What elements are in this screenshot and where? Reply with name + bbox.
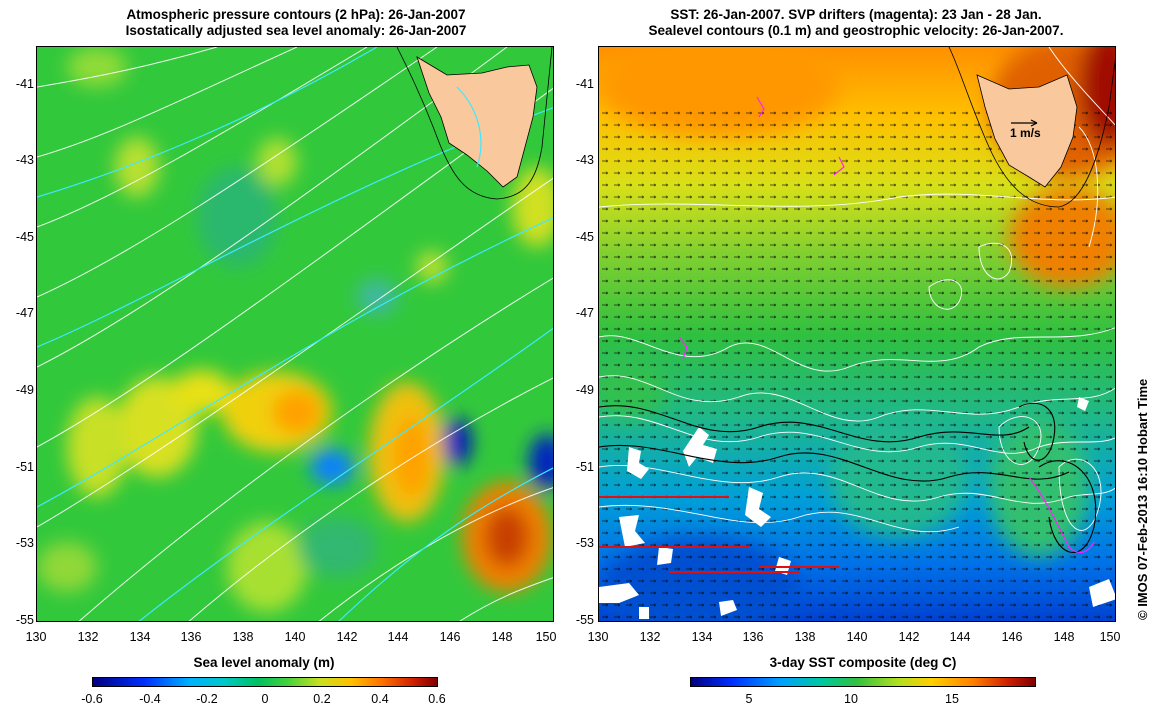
- velocity-scale-label: 1 m/s: [1010, 126, 1041, 140]
- left-y-tick: -43: [15, 153, 34, 167]
- right-colorbar-title: 3-day SST composite (deg C): [769, 655, 957, 670]
- right-y-tick: -55: [575, 613, 594, 627]
- svp-drifter-tracks-red: [599, 496, 839, 573]
- left-x-tick: 144: [387, 630, 409, 644]
- left-map-title-line2: Isostatically adjusted sea level anomaly…: [125, 23, 467, 38]
- left-x-tick: 132: [77, 630, 99, 644]
- left-y-tick: -45: [15, 230, 34, 244]
- right-y-tick: -53: [575, 536, 594, 550]
- right-colorbar-label: 5: [745, 692, 753, 706]
- right-x-tick: 146: [1001, 630, 1023, 644]
- right-y-tick: -51: [575, 460, 594, 474]
- left-x-tick: 138: [232, 630, 254, 644]
- sea-level-anomaly-plot: [37, 47, 553, 621]
- left-colorbar-label: 0: [261, 692, 269, 706]
- left-y-tick: -55: [15, 613, 34, 627]
- right-x-tick: 132: [639, 630, 661, 644]
- right-map-title-line1: SST: 26-Jan-2007. SVP drifters (magenta)…: [670, 7, 1042, 22]
- right-y-tick: -45: [575, 230, 594, 244]
- current-streamlines: [599, 402, 1097, 553]
- left-x-tick: 150: [535, 630, 557, 644]
- right-colorbar-label: 10: [844, 692, 858, 706]
- left-colorbar-title: Sea level anomaly (m): [193, 655, 335, 670]
- right-x-tick: 150: [1099, 630, 1121, 644]
- left-x-tick: 140: [284, 630, 306, 644]
- velocity-scale-arrow: [1011, 119, 1038, 127]
- right-x-tick: 140: [846, 630, 868, 644]
- right-y-tick: -41: [575, 77, 594, 91]
- left-x-tick: 136: [180, 630, 202, 644]
- left-colorbar-label: 0.6: [428, 692, 446, 706]
- right-x-tick: 136: [742, 630, 764, 644]
- left-colorbar-label: -0.4: [139, 692, 161, 706]
- cloud-gaps: [599, 397, 1115, 619]
- imos-credit: © IMOS 07-Feb-2013 16:10 Hobart Time: [1135, 378, 1150, 620]
- right-x-tick: 130: [587, 630, 609, 644]
- right-y-tick: -47: [575, 306, 594, 320]
- left-map-title: Atmospheric pressure contours (2 hPa): 2…: [36, 7, 556, 39]
- left-colorbar-label: 0.2: [313, 692, 331, 706]
- right-x-tick: 148: [1053, 630, 1075, 644]
- left-y-tick: -53: [15, 536, 34, 550]
- left-y-tick: -41: [15, 77, 34, 91]
- right-map-title-line2: Sealevel contours (0.1 m) and geostrophi…: [648, 23, 1064, 38]
- tasmania-land-right: [948, 47, 1115, 208]
- sst-plot: [599, 47, 1115, 621]
- sea-level-anomaly-colorbar: [92, 677, 438, 687]
- left-x-tick: 134: [129, 630, 151, 644]
- left-x-tick: 130: [25, 630, 47, 644]
- right-x-tick: 144: [949, 630, 971, 644]
- left-y-tick: -51: [15, 460, 34, 474]
- sst-map[interactable]: [598, 46, 1116, 622]
- sst-colorbar: [690, 677, 1036, 687]
- sea-level-anomaly-map[interactable]: [36, 46, 554, 622]
- sealevel-contours: [599, 47, 1115, 533]
- right-x-tick: 142: [898, 630, 920, 644]
- left-map-title-line1: Atmospheric pressure contours (2 hPa): 2…: [126, 7, 466, 22]
- right-x-tick: 134: [691, 630, 713, 644]
- left-colorbar-label: -0.2: [196, 692, 218, 706]
- right-x-tick: 138: [794, 630, 816, 644]
- right-y-tick: -43: [575, 153, 594, 167]
- right-colorbar-label: 15: [945, 692, 959, 706]
- anomaly-field: [37, 47, 553, 612]
- left-x-tick: 146: [439, 630, 461, 644]
- tasmania-land-left: [396, 47, 553, 200]
- left-colorbar-label: 0.4: [371, 692, 389, 706]
- left-colorbar-label: -0.6: [81, 692, 103, 706]
- pressure-contours: [37, 47, 553, 621]
- left-y-tick: -49: [15, 383, 34, 397]
- right-y-tick: -49: [575, 383, 594, 397]
- left-x-tick: 148: [491, 630, 513, 644]
- svp-drifter-tracks: [678, 96, 1095, 554]
- left-y-tick: -47: [15, 306, 34, 320]
- left-x-tick: 142: [336, 630, 358, 644]
- right-map-title: SST: 26-Jan-2007. SVP drifters (magenta)…: [596, 7, 1116, 39]
